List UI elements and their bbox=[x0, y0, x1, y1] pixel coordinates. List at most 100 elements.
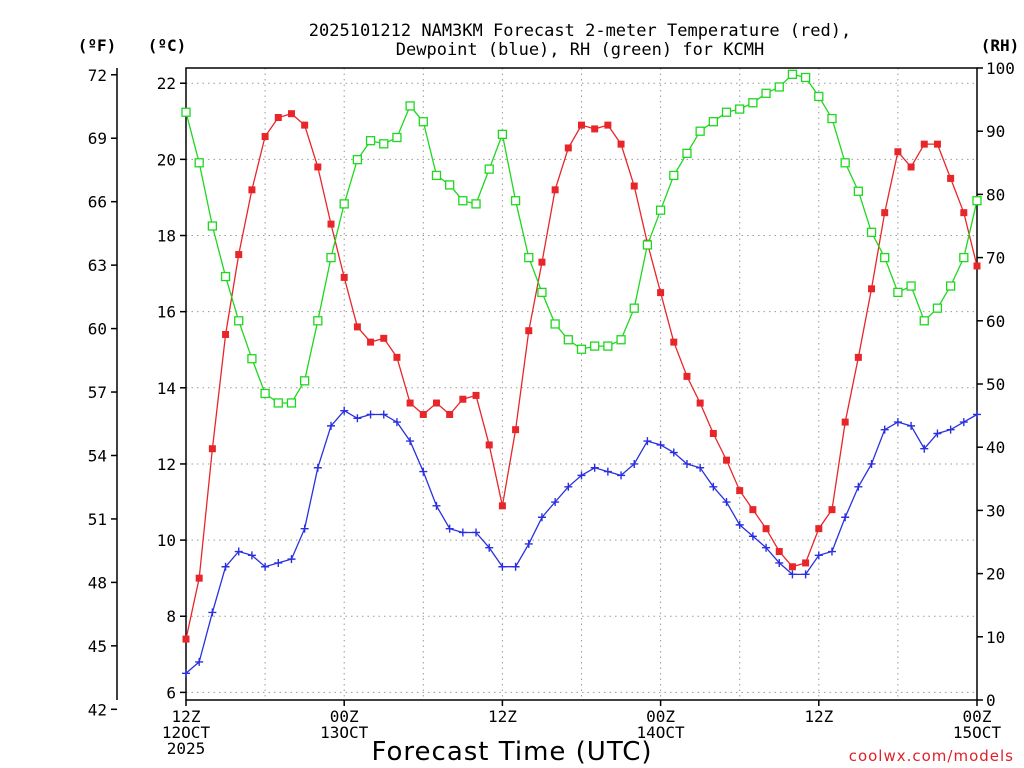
data-point-marker bbox=[880, 252, 890, 263]
data-point-marker bbox=[880, 425, 889, 434]
data-point-marker bbox=[510, 196, 521, 206]
data-point-marker bbox=[458, 196, 468, 206]
data-point-marker bbox=[630, 182, 638, 190]
data-point-marker bbox=[629, 303, 639, 313]
x-axis-label: Forecast Time (UTC) bbox=[371, 737, 652, 767]
data-point-marker bbox=[248, 186, 256, 194]
data-point-marker bbox=[340, 273, 348, 281]
data-point-marker bbox=[484, 164, 494, 174]
data-point-marker bbox=[419, 410, 427, 418]
data-point-marker bbox=[788, 570, 797, 579]
rh-axis-unit: (RH) bbox=[981, 36, 1020, 55]
data-point-marker bbox=[485, 441, 493, 449]
data-point-marker bbox=[973, 262, 981, 270]
celsius-tick-label: 22 bbox=[157, 74, 176, 93]
data-point-marker bbox=[959, 252, 969, 263]
data-point-marker bbox=[841, 418, 849, 426]
chart-title-line1: 2025101212 NAM3KM Forecast 2-meter Tempe… bbox=[309, 21, 851, 41]
data-point-marker bbox=[471, 199, 481, 209]
data-point-marker bbox=[774, 82, 784, 92]
data-point-marker bbox=[748, 98, 758, 108]
data-point-marker bbox=[775, 558, 784, 567]
data-point-marker bbox=[669, 448, 678, 457]
data-point-marker bbox=[379, 410, 388, 419]
data-point-marker bbox=[195, 657, 204, 666]
data-point-marker bbox=[261, 562, 270, 571]
data-point-marker bbox=[709, 482, 718, 491]
data-point-marker bbox=[894, 148, 902, 156]
data-point-marker bbox=[392, 418, 401, 427]
fahrenheit-tick-label: 57 bbox=[88, 383, 107, 402]
data-point-marker bbox=[840, 158, 850, 168]
data-point-marker bbox=[538, 258, 546, 266]
data-point-marker bbox=[932, 303, 943, 313]
data-point-marker bbox=[920, 444, 929, 453]
data-point-marker bbox=[208, 445, 216, 453]
data-point-marker bbox=[234, 316, 244, 326]
data-point-marker bbox=[972, 196, 982, 206]
credit-text: coolwx.com/models bbox=[849, 747, 1014, 765]
data-point-marker bbox=[591, 125, 599, 133]
data-point-marker bbox=[195, 574, 203, 582]
data-point-marker bbox=[446, 410, 454, 418]
data-point-marker bbox=[419, 467, 428, 476]
data-point-marker bbox=[617, 140, 625, 148]
data-point-marker bbox=[247, 551, 256, 560]
time-tick-label: 12Z bbox=[488, 707, 517, 726]
data-point-marker bbox=[748, 532, 757, 541]
data-point-marker bbox=[208, 608, 217, 617]
data-point-marker bbox=[313, 463, 322, 472]
data-point-marker bbox=[274, 113, 282, 121]
fahrenheit-tick-label: 45 bbox=[88, 637, 107, 656]
data-point-marker bbox=[181, 107, 191, 117]
time-tick-label: 2025 bbox=[167, 739, 206, 758]
data-point-marker bbox=[563, 335, 573, 345]
data-point-marker bbox=[708, 117, 718, 127]
data-point-marker bbox=[933, 140, 941, 148]
data-point-marker bbox=[815, 525, 823, 533]
data-point-marker bbox=[868, 285, 876, 293]
axis-ticks: 42 45 48 51 54 57 60 63 66 69 72 6 8 10 12 14 16 18 20 22 0 1… bbox=[88, 59, 1015, 758]
data-point-marker bbox=[577, 471, 586, 480]
rh-tick-label: 10 bbox=[986, 628, 1005, 647]
time-tick-label: 12OCT bbox=[162, 723, 211, 742]
data-point-marker bbox=[802, 559, 810, 567]
celsius-tick-label: 16 bbox=[157, 303, 176, 322]
fahrenheit-tick-label: 63 bbox=[88, 256, 107, 275]
celsius-tick-label: 12 bbox=[157, 455, 176, 474]
data-point-marker bbox=[445, 524, 454, 533]
data-point-marker bbox=[472, 528, 481, 537]
data-point-marker bbox=[459, 395, 467, 403]
data-point-marker bbox=[695, 126, 705, 136]
data-point-marker bbox=[339, 199, 349, 209]
data-point-marker bbox=[670, 338, 678, 346]
data-point-marker bbox=[327, 421, 336, 430]
data-point-marker bbox=[498, 562, 507, 571]
data-point-marker bbox=[893, 418, 902, 427]
data-point-marker bbox=[907, 163, 915, 171]
data-point-marker bbox=[576, 344, 587, 354]
celsius-tick-label: 20 bbox=[157, 150, 176, 169]
celsius-tick-label: 14 bbox=[157, 379, 176, 398]
data-point-marker bbox=[366, 410, 375, 419]
data-point-marker bbox=[723, 456, 731, 464]
data-point-marker bbox=[696, 463, 705, 472]
data-point-marker bbox=[841, 513, 850, 522]
data-point-marker bbox=[735, 104, 745, 114]
data-point-marker bbox=[721, 107, 732, 117]
data-point-marker bbox=[524, 539, 533, 548]
data-point-marker bbox=[907, 421, 916, 430]
data-point-marker bbox=[286, 398, 297, 408]
data-point-marker bbox=[578, 121, 585, 129]
time-tick-label: 00Z bbox=[963, 707, 992, 726]
data-point-marker bbox=[537, 287, 547, 298]
data-point-marker bbox=[432, 501, 441, 510]
series-plus bbox=[182, 406, 981, 678]
fahrenheit-tick-label: 66 bbox=[88, 193, 107, 212]
data-point-marker bbox=[301, 121, 309, 129]
data-point-marker bbox=[854, 353, 862, 361]
rh-tick-label: 70 bbox=[986, 249, 1005, 268]
data-point-marker bbox=[472, 391, 480, 399]
data-point-marker bbox=[945, 281, 956, 291]
